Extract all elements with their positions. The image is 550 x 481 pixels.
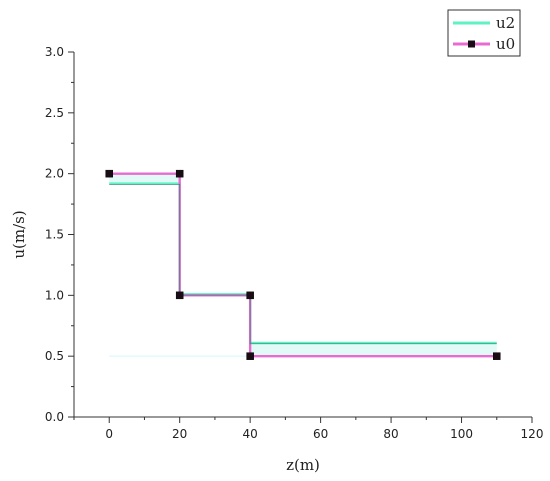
series-band: [109, 173, 497, 357]
x-tick-label-40: 40: [243, 427, 258, 441]
marker-u0-5: [493, 352, 501, 360]
x-tick-label-80: 80: [383, 427, 398, 441]
plot-area: [105, 169, 501, 360]
series-line-u0: [109, 172, 497, 358]
y-tick-label-2: 1.0: [45, 288, 64, 302]
x-tick-label-0: 0: [105, 427, 113, 441]
y-tick-label-4: 2.0: [45, 167, 64, 181]
y-tick-label-1: 0.5: [45, 349, 64, 363]
marker-u0-3: [246, 291, 254, 300]
x-tick-label-100: 100: [450, 427, 473, 441]
marker-u0-2: [175, 291, 184, 300]
y-tick-label-3: 1.5: [45, 228, 64, 242]
x-axis-label: z(m): [286, 456, 320, 474]
marker-u0-4: [246, 352, 254, 360]
x-tick-label-60: 60: [313, 427, 328, 441]
axes: 0 20 40 60 80 100 120 0.0 0.5 1.0 1.5 2.0 2.5 3.0 z(m)…: [10, 45, 543, 474]
series-edge-u2: [109, 184, 497, 345]
x-tick-label-20: 20: [172, 427, 187, 441]
legend-box: [447, 9, 521, 57]
marker-u0-0: [105, 169, 113, 178]
legend-marker-u0: [468, 40, 475, 48]
marker-u0-1: [175, 169, 184, 178]
y-axis-label: u(m/s): [10, 210, 28, 258]
x-tick-label-120: 120: [521, 427, 544, 441]
legend-label-u2: u2: [496, 14, 515, 32]
y-tick-label-5: 2.5: [45, 106, 64, 120]
legend-label-u0: u0: [496, 35, 515, 53]
y-tick-label-6: 3.0: [45, 45, 64, 59]
series-line-u2: [109, 182, 497, 344]
y-tick-label-0: 0.0: [45, 410, 64, 424]
